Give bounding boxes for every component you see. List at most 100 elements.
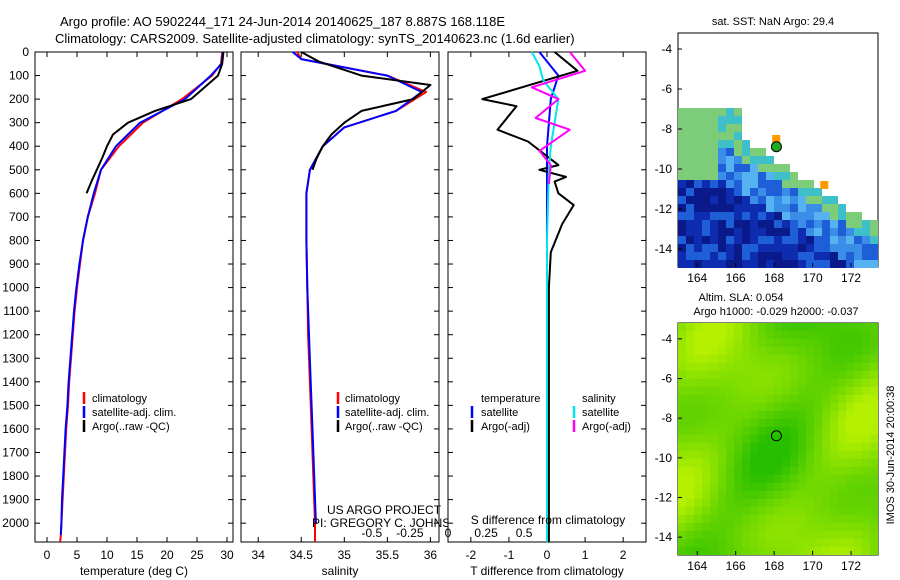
sla-cell	[814, 475, 822, 483]
sla-cell	[758, 435, 766, 443]
sla-cell	[742, 539, 750, 547]
sla-cell	[678, 363, 686, 371]
sla-cell	[774, 475, 782, 483]
sla-cell	[726, 499, 734, 507]
sla-cell	[742, 427, 750, 435]
sst-cell	[830, 244, 838, 252]
sst-cell	[718, 236, 726, 244]
sst-cell	[766, 252, 774, 260]
sst-cell	[758, 180, 766, 188]
sst-cell	[870, 228, 878, 236]
sla-cell	[750, 451, 758, 459]
sst-cell	[726, 164, 734, 172]
sla-cell	[766, 387, 774, 395]
sla-cell	[766, 403, 774, 411]
sst-cell	[734, 188, 742, 196]
sla-cell	[774, 515, 782, 523]
sla-cell	[838, 411, 846, 419]
sst-cell	[726, 204, 734, 212]
sst-cell	[702, 252, 710, 260]
sst-cell	[790, 244, 798, 252]
header-line1: Argo profile: AO 5902244_171 24-Jun-2014…	[60, 14, 505, 29]
sst-cell	[742, 252, 750, 260]
sla-cell	[814, 539, 822, 547]
sla-cell	[750, 347, 758, 355]
sla-cell	[806, 379, 814, 387]
t-difference-xlabel: T difference from climatology	[470, 564, 624, 578]
sla-cell	[678, 451, 686, 459]
sst-cell	[750, 172, 758, 180]
sla-cell	[702, 443, 710, 451]
argo-float-marker	[770, 430, 782, 442]
sla-cell	[742, 403, 750, 411]
sla-cell	[838, 483, 846, 491]
sla-cell	[814, 379, 822, 387]
sla-cell	[678, 379, 686, 387]
lon-tick-label: 168	[764, 559, 784, 573]
sla-cell	[870, 491, 878, 499]
lon-tick-label: 166	[726, 559, 746, 573]
sla-cell	[758, 467, 766, 475]
sla-cell	[702, 539, 710, 547]
sst-cell	[830, 260, 838, 268]
sla-cell	[814, 547, 822, 555]
sla-cell	[830, 475, 838, 483]
sst-cell	[854, 260, 862, 268]
sst-cell	[718, 212, 726, 220]
sla-cell	[766, 467, 774, 475]
sla-cell	[854, 499, 862, 507]
sst-cell	[710, 188, 718, 196]
sla-cell	[846, 331, 854, 339]
sla-cell	[750, 323, 758, 331]
sst-cell	[678, 220, 686, 228]
sla-cell	[782, 363, 790, 371]
sla-cell	[846, 347, 854, 355]
sla-cell	[758, 507, 766, 515]
sla-cell	[742, 419, 750, 427]
sla-cell	[750, 475, 758, 483]
sla-cell	[686, 379, 694, 387]
sla-cell	[710, 347, 718, 355]
sst-cell	[678, 108, 686, 116]
sst-cell	[726, 228, 734, 236]
sla-cell	[758, 403, 766, 411]
imos-watermark: IMOS 30-Jun-2014 20:00:38	[885, 386, 897, 525]
sst-cell	[726, 188, 734, 196]
sst-cell	[734, 124, 742, 132]
sst-cell	[734, 156, 742, 164]
sla-cell	[702, 491, 710, 499]
sla-cell	[718, 523, 726, 531]
sst-cell	[798, 204, 806, 212]
sst-cell	[710, 108, 718, 116]
sla-cell	[726, 507, 734, 515]
sla-cell	[726, 547, 734, 555]
sla-cell	[774, 507, 782, 515]
sla-cell	[790, 491, 798, 499]
sla-cell	[846, 547, 854, 555]
sst-cell	[838, 220, 846, 228]
sla-cell	[782, 499, 790, 507]
sst-map-axes: 164 166 168 170 172 -4 -6 -8 -10 -12 -14	[655, 42, 862, 285]
sla-cell	[846, 539, 854, 547]
sla-cell	[830, 363, 838, 371]
sla-cell	[758, 371, 766, 379]
sst-cell	[742, 180, 750, 188]
sla-cell	[830, 467, 838, 475]
sla-cell	[702, 547, 710, 555]
sla-cell	[718, 419, 726, 427]
sst-cell	[694, 212, 702, 220]
sla-cell	[822, 451, 830, 459]
sla-cell	[862, 435, 870, 443]
sla-cell	[838, 339, 846, 347]
sst-cell	[734, 108, 742, 116]
sla-cell	[822, 323, 830, 331]
sla-cell	[822, 467, 830, 475]
sla-cell	[870, 515, 878, 523]
sst-cell	[750, 252, 758, 260]
sst-cell	[854, 220, 862, 228]
sla-cell	[774, 467, 782, 475]
sst-cell	[822, 228, 830, 236]
sla-cell	[774, 403, 782, 411]
sla-cell	[782, 331, 790, 339]
sst-cell	[726, 236, 734, 244]
